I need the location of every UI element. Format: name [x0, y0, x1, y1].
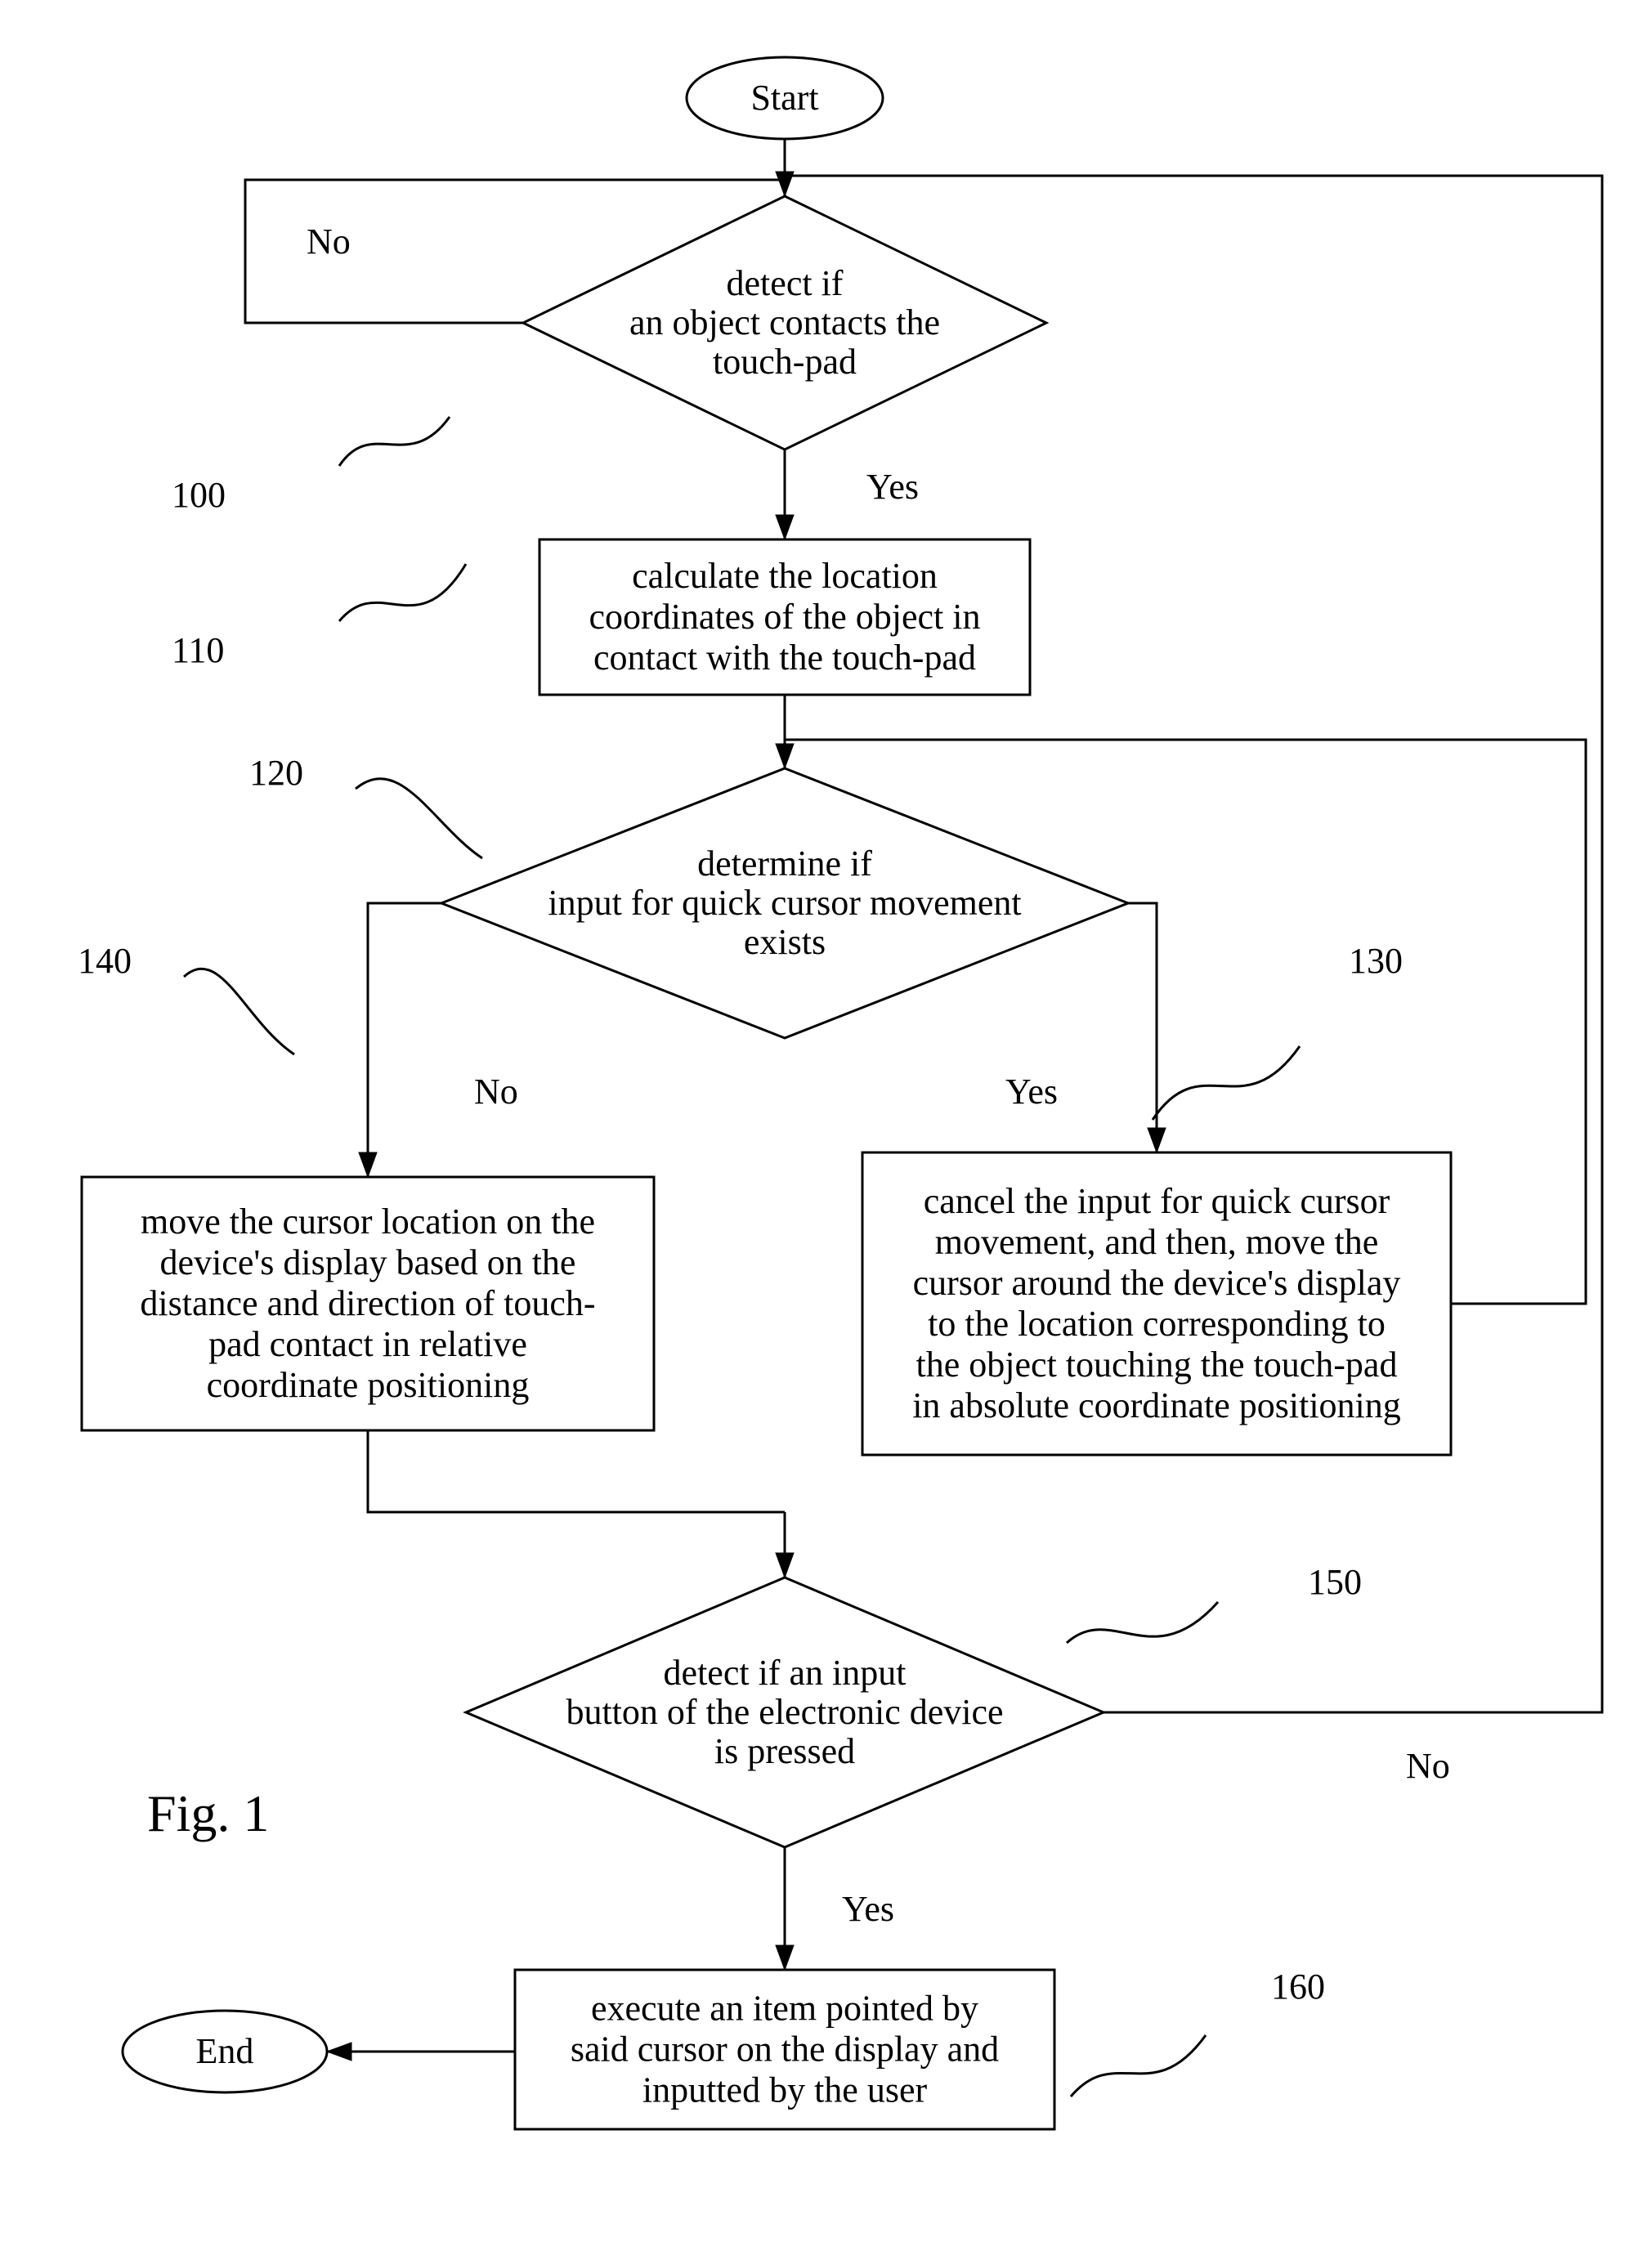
- start-label: Start: [750, 78, 818, 118]
- edge-label-no100: No: [307, 222, 351, 262]
- p160-ref: 160: [1271, 1967, 1325, 2007]
- p110-leader: [339, 564, 466, 621]
- edge-label-yes120: Yes: [1005, 1072, 1058, 1112]
- d150-ref: 150: [1308, 1562, 1362, 1602]
- d100-ref: 100: [172, 475, 226, 515]
- p110-ref: 110: [172, 630, 224, 670]
- d100-leader: [339, 417, 450, 466]
- e_d120_yes_p130: [1128, 903, 1157, 1152]
- end-label: End: [196, 2031, 254, 2071]
- d150-leader: [1067, 1602, 1218, 1643]
- edge-label-yes150: Yes: [842, 1889, 894, 1929]
- p160-leader: [1071, 2035, 1206, 2097]
- p140-text: move the cursor location on thedevice's …: [140, 1202, 595, 1405]
- edge-label-yes100: Yes: [866, 467, 919, 507]
- p130-ref: 130: [1349, 941, 1403, 981]
- d120-ref: 120: [249, 753, 303, 793]
- d120-leader: [356, 779, 482, 858]
- p130-text: cancel the input for quick cursormovemen…: [912, 1181, 1401, 1425]
- edge-label-no120: No: [474, 1072, 518, 1112]
- p130-leader: [1153, 1046, 1300, 1120]
- e_d120_no_p140: [368, 903, 441, 1177]
- figure-label: Fig. 1: [147, 1784, 269, 1842]
- flowchart: Startdetect ifan object contacts thetouc…: [0, 0, 1652, 2242]
- e_p140_down: [368, 1430, 785, 1512]
- edge-label-no150: No: [1406, 1746, 1450, 1786]
- p140-ref: 140: [78, 941, 132, 981]
- p140-leader: [184, 969, 294, 1054]
- p110-text: calculate the locationcoordinates of the…: [589, 556, 981, 678]
